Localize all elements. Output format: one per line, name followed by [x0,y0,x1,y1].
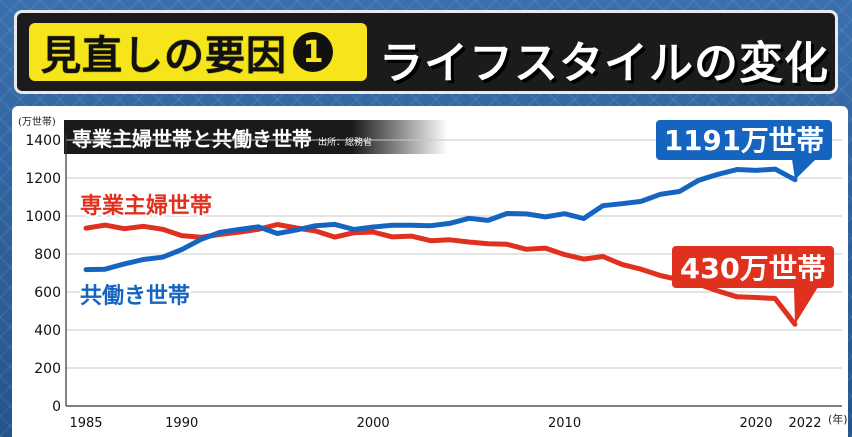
end-label-pointer-1 [792,159,816,180]
banner-title: ライフスタイルの変化 [379,38,829,89]
x-tick-label-2022: 2022 [788,416,821,431]
banner-number-badge: 1 [293,32,333,72]
series-name-label-0: 専業主婦世帯 [80,193,212,219]
series-name-label-1: 共働き世帯 [80,283,190,309]
y-tick-label-800: 800 [34,247,61,263]
y-tick-label-1400: 1400 [25,133,61,149]
end-label-text-1: 1191万世帯 [664,124,824,157]
end-label-box-0 [672,246,834,288]
x-tick-label-2010: 2010 [548,416,581,431]
y-tick-label-1000: 1000 [25,209,61,225]
x-tick-label-2020: 2020 [739,416,772,431]
banner-tag: 見直しの要因 1 [29,23,367,81]
x-tick-label-2000: 2000 [357,416,390,431]
end-label-text-0: 430万世帯 [680,252,826,285]
y-tick-label-600: 600 [34,285,61,301]
y-tick-label-200: 200 [34,361,61,377]
end-label-pointer-0 [794,287,818,325]
end-label-box-1 [656,120,832,160]
title-banner: 見直しの要因 1 ライフスタイルの変化 [14,10,838,94]
chart-title-box: 専業主婦世帯と共働き世帯 出所：総務省 [64,120,448,154]
source-label: 出所：総務省 [318,137,373,148]
x-tick-label-1990: 1990 [165,416,198,431]
series-line-1 [83,166,798,273]
chart-title: 専業主婦世帯と共働き世帯 [72,126,312,151]
y-tick-label-400: 400 [34,323,61,339]
y-unit-label: (万世帯) [18,117,56,128]
y-tick-label-0: 0 [52,399,61,415]
banner-tag-text: 見直しの要因 [41,33,287,79]
x-unit-label: (年) [828,413,848,426]
x-tick-label-1985: 1985 [69,416,102,431]
y-tick-label-1200: 1200 [25,171,61,187]
